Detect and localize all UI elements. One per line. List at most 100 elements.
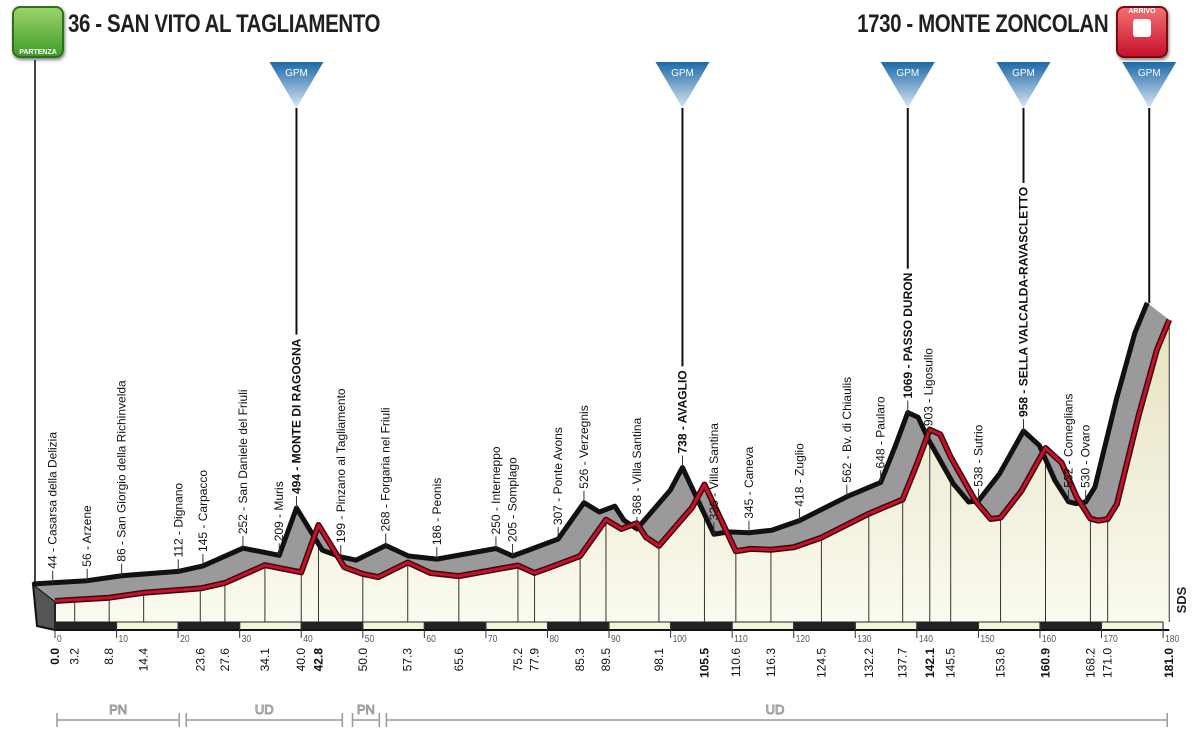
waypoint-km-label: 42.8 <box>311 648 325 672</box>
km-scale-segment <box>670 621 733 631</box>
waypoint-label: 44 - Casarsa della Delizia <box>46 432 60 569</box>
km-scale-segment <box>1039 621 1103 631</box>
gpm-label: GPM <box>285 68 308 79</box>
profile-front-line <box>54 319 1171 603</box>
gpm-triangle-icon <box>996 62 1051 108</box>
km-scale-segment <box>177 621 241 631</box>
waypoint-km-label: 57.3 <box>401 648 415 672</box>
start-badge-label: PARTENZA <box>19 49 57 56</box>
waypoint-label: 368 - Villa Santina <box>630 417 644 515</box>
km-tick-label: 20 <box>180 633 189 644</box>
waypoint-km-label: 3.2 <box>68 648 82 665</box>
km-scale-segment <box>916 621 979 631</box>
gpm-triangle-icon <box>880 62 935 108</box>
waypoint-km-label: 65.6 <box>452 648 466 672</box>
start-flag-icon: PARTENZA <box>12 6 64 58</box>
waypoint-label: 336 - Villa Santina <box>707 423 721 521</box>
waypoint-label: 903 - Ligosullo <box>922 348 936 426</box>
waypoint-km-label: 75.2 <box>511 648 525 672</box>
waypoint-km-label: 98.1 <box>652 648 666 672</box>
waypoint-km-label: 110.6 <box>729 648 743 677</box>
km-scale-segment <box>608 621 672 631</box>
waypoint-label: 86 - San Giorgio della Richinvelda <box>115 380 129 562</box>
waypoint-km-label: 89.5 <box>599 648 613 672</box>
km-tick-label: 90 <box>611 633 620 644</box>
waypoint-label: 268 - Forgaria nel Friuli <box>379 407 393 531</box>
waypoint-km-label: 142.1 <box>923 648 937 678</box>
km-tick-label: 120 <box>796 633 810 644</box>
finish-title: 1730 - MONTE ZONCOLAN <box>856 10 1109 38</box>
province-label: UD <box>766 702 785 717</box>
waypoint-km-label: 85.3 <box>573 648 587 672</box>
km-scale-segment <box>977 621 1041 631</box>
waypoint-label: 56 - Arzene <box>80 505 94 567</box>
km-tick-label: 130 <box>857 633 871 644</box>
waypoint-label: 205 - Somplago <box>506 457 520 542</box>
gpm-triangle-icon <box>269 62 324 108</box>
km-tick-label: 140 <box>919 633 933 644</box>
km-tick-label: 50 <box>365 633 374 644</box>
km-scale-segment <box>1101 621 1164 631</box>
km-scale-segment <box>485 621 548 631</box>
waypoint-km-label: 116.3 <box>764 648 778 677</box>
gpm-label: GPM <box>896 68 919 79</box>
km-tick-label: 150 <box>980 633 994 644</box>
km-scale-segment <box>239 621 302 631</box>
km-scale-segment <box>423 621 487 631</box>
finish-arrival-icon: ARRIVO <box>1116 6 1168 58</box>
waypoint-label: 562 - Bv. di Chiaulis <box>840 377 854 483</box>
waypoint-km-label: 145.5 <box>944 648 958 678</box>
gpm-triangle-icon <box>655 62 710 108</box>
climb-label: 958 - SELLA VALCALDA-RAVASCLETTO <box>1017 187 1031 417</box>
gpm-label: GPM <box>1138 68 1161 79</box>
profile-front-fill <box>55 319 1170 622</box>
waypoint-label: 199 - Pinzano al Tagliamento <box>334 388 348 543</box>
waypoint-km-label: 168.2 <box>1083 648 1097 678</box>
km-scale-segment <box>300 621 364 631</box>
km-scale-segment <box>546 621 610 631</box>
finish-camera-icon <box>1133 19 1151 37</box>
waypoint-km-label: 181.0 <box>1162 648 1176 678</box>
waypoint-km-label: 105.5 <box>697 648 711 678</box>
waypoint-km-label: 23.6 <box>193 648 207 672</box>
waypoint-km-label: 171.0 <box>1101 648 1115 678</box>
waypoint-label: 186 - Peonis <box>430 478 444 545</box>
province-label: PN <box>357 702 375 717</box>
waypoint-km-label: 34.1 <box>258 648 272 672</box>
waypoint-km-label: 137.7 <box>896 648 910 678</box>
waypoint-label: 112 - Dignano <box>171 483 185 558</box>
waypoint-label: 209 - Muris <box>272 481 286 541</box>
km-tick-label: 100 <box>673 633 687 644</box>
km-tick-label: 0 <box>57 633 62 644</box>
profile-band <box>33 302 1170 602</box>
waypoint-km-label: 40.0 <box>294 648 308 672</box>
finish-elevation: 1730 <box>856 10 901 38</box>
climb-label: 738 - AVAGLIO <box>675 370 689 453</box>
waypoint-km-label: 0.0 <box>48 648 62 665</box>
waypoint-km-label: 132.2 <box>862 648 876 678</box>
km-tick-label: 30 <box>242 633 251 644</box>
start-elevation: 36 <box>68 10 90 38</box>
finish-name: MONTE ZONCOLAN <box>917 10 1109 38</box>
waypoint-label: 418 - Zuglio <box>792 443 806 507</box>
km-tick-label: 70 <box>488 633 497 644</box>
waypoint-label: 145 - Carpacco <box>196 470 210 552</box>
km-tick-label: 80 <box>549 633 558 644</box>
finish-badge-label: ARRIVO <box>1128 8 1156 15</box>
waypoint-km-label: 77.9 <box>528 648 542 672</box>
km-scale-segment <box>116 621 179 631</box>
km-tick-label: 10 <box>119 633 128 644</box>
waypoint-label: 252 - San Daniele del Friuli <box>236 389 250 534</box>
km-tick-label: 180 <box>1165 633 1179 644</box>
waypoint-km-label: 27.6 <box>218 648 232 672</box>
gpm-triangle-icon <box>1122 62 1177 108</box>
climb-label: 494 - MONTE DI RAGOGNA <box>289 338 303 494</box>
km-tick-label: 170 <box>1104 633 1118 644</box>
km-scale-segment <box>54 621 118 631</box>
km-tick-label: 60 <box>426 633 435 644</box>
start-title: 36 - SAN VITO AL TAGLIAMENTO <box>68 10 381 38</box>
province-label: UD <box>255 702 274 717</box>
waypoint-label: 250 - Interneppo <box>489 446 503 534</box>
km-scale-segment <box>854 621 918 631</box>
start-name: SAN VITO AL TAGLIAMENTO <box>106 10 381 38</box>
